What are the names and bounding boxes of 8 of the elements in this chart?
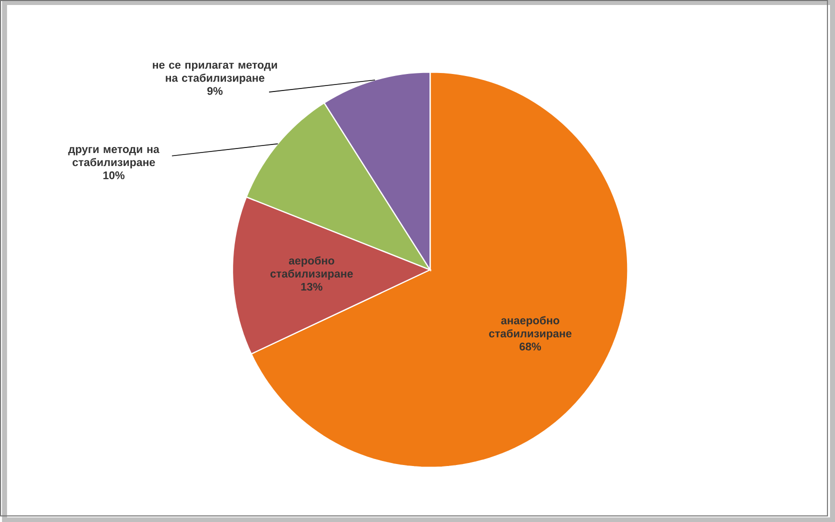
data-label: 9% [207, 86, 223, 95]
slice-label: не се прилагат методи на стабилизиране [152, 62, 277, 84]
data-label: 68% [520, 342, 542, 350]
data-label: 13% [301, 282, 322, 290]
slice-label: други методи на стабилизиране [68, 146, 160, 168]
data-label: 10% [103, 171, 125, 180]
slice-label: аеробно стабилизиране [270, 256, 353, 280]
slice-label: анаеробно стабилизиране [489, 316, 572, 340]
